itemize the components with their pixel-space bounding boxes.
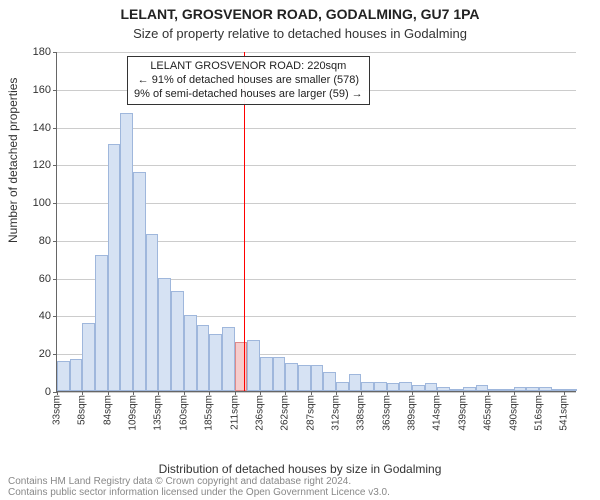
histogram-bar: [57, 361, 70, 391]
ytick-label: 180: [33, 46, 51, 58]
xtick-label: 363sqm: [381, 395, 392, 431]
ytick-label: 20: [39, 348, 51, 360]
histogram-bar: [158, 278, 171, 391]
caption-line-2: Contains public sector information licen…: [8, 487, 592, 498]
histogram-bar: [450, 389, 463, 391]
histogram-bar: [273, 357, 286, 391]
histogram-bar: [184, 315, 197, 391]
annotation-line-3: 9% of semi-detached houses are larger (5…: [134, 88, 363, 102]
caption-line-1: Contains HM Land Registry data © Crown c…: [8, 476, 592, 487]
ytick-mark: [53, 203, 57, 204]
xtick-label: 262sqm: [280, 395, 291, 431]
ytick-label: 140: [33, 122, 51, 134]
histogram-bar: [133, 172, 146, 391]
ytick-label: 100: [33, 197, 51, 209]
ytick-mark: [53, 165, 57, 166]
xtick-label: 312sqm: [331, 395, 342, 431]
histogram-bar: [197, 325, 210, 391]
gridline-y: [57, 165, 576, 166]
xtick-label: 490sqm: [508, 395, 519, 431]
ytick-label: 160: [33, 84, 51, 96]
histogram-bar: [463, 387, 476, 391]
ytick-mark: [53, 316, 57, 317]
xtick-label: 439sqm: [457, 395, 468, 431]
histogram-bar: [171, 291, 184, 391]
annotation-box: LELANT GROSVENOR ROAD: 220sqm ← 91% of d…: [127, 56, 370, 105]
xtick-label: 287sqm: [305, 395, 316, 431]
ytick-label: 120: [33, 159, 51, 171]
ytick-label: 80: [39, 235, 51, 247]
gridline-y: [57, 52, 576, 53]
xtick-label: 236sqm: [254, 395, 265, 431]
histogram-bar: [564, 389, 577, 391]
chart-caption: Contains HM Land Registry data © Crown c…: [8, 476, 592, 498]
histogram-bar: [501, 389, 514, 391]
xtick-label: 109sqm: [128, 395, 139, 431]
property-size-histogram: LELANT, GROSVENOR ROAD, GODALMING, GU7 1…: [0, 0, 600, 500]
xtick-label: 389sqm: [407, 395, 418, 431]
highlight-bar: [235, 342, 248, 391]
y-axis-label: Number of detached properties: [6, 78, 20, 243]
ytick-mark: [53, 52, 57, 53]
histogram-bar: [311, 365, 324, 391]
histogram-bar: [425, 383, 438, 391]
histogram-bar: [120, 113, 133, 391]
ytick-mark: [53, 354, 57, 355]
histogram-bar: [399, 382, 412, 391]
histogram-bar: [82, 323, 95, 391]
xtick-label: 84sqm: [102, 395, 113, 425]
gridline-y: [57, 392, 576, 393]
xtick-label: 414sqm: [432, 395, 443, 431]
xtick-label: 338sqm: [356, 395, 367, 431]
histogram-bar: [526, 387, 539, 391]
histogram-bar: [285, 363, 298, 391]
histogram-bar: [412, 385, 425, 391]
histogram-bar: [209, 334, 222, 391]
histogram-bar: [95, 255, 108, 391]
ytick-label: 0: [45, 386, 51, 398]
ytick-mark: [53, 279, 57, 280]
histogram-bar: [476, 385, 489, 391]
xtick-label: 541sqm: [559, 395, 570, 431]
histogram-bar: [108, 144, 121, 391]
xtick-label: 33sqm: [52, 395, 63, 425]
chart-subtitle: Size of property relative to detached ho…: [0, 26, 600, 41]
ytick-label: 60: [39, 273, 51, 285]
annotation-line-2: ← 91% of detached houses are smaller (57…: [134, 74, 363, 88]
xtick-label: 465sqm: [483, 395, 494, 431]
histogram-bar: [514, 387, 527, 391]
xtick-label: 58sqm: [77, 395, 88, 425]
xtick-label: 211sqm: [229, 395, 240, 430]
xtick-label: 135sqm: [153, 395, 164, 431]
histogram-bar: [361, 382, 374, 391]
histogram-bar: [437, 387, 450, 391]
histogram-bar: [349, 374, 362, 391]
x-axis-label: Distribution of detached houses by size …: [0, 462, 600, 476]
histogram-bar: [374, 382, 387, 391]
ytick-mark: [53, 128, 57, 129]
chart-title: LELANT, GROSVENOR ROAD, GODALMING, GU7 1…: [0, 6, 600, 22]
histogram-bar: [539, 387, 552, 391]
histogram-bar: [488, 389, 501, 391]
histogram-bar: [298, 365, 311, 391]
gridline-y: [57, 128, 576, 129]
histogram-bar: [323, 372, 336, 391]
histogram-bar: [336, 382, 349, 391]
histogram-bar: [222, 327, 235, 391]
histogram-bar: [260, 357, 273, 391]
histogram-bar: [387, 383, 400, 391]
annotation-line-1: LELANT GROSVENOR ROAD: 220sqm: [134, 60, 363, 74]
ytick-mark: [53, 90, 57, 91]
histogram-bar: [552, 389, 565, 391]
ytick-mark: [53, 241, 57, 242]
xtick-label: 160sqm: [178, 395, 189, 431]
ytick-label: 40: [39, 310, 51, 322]
histogram-bar: [146, 234, 159, 391]
histogram-bar: [247, 340, 260, 391]
plot-area: 02040608010012014016018033sqm58sqm84sqm1…: [56, 52, 576, 392]
xtick-label: 516sqm: [533, 395, 544, 431]
xtick-label: 185sqm: [204, 395, 215, 431]
histogram-bar: [70, 359, 83, 391]
